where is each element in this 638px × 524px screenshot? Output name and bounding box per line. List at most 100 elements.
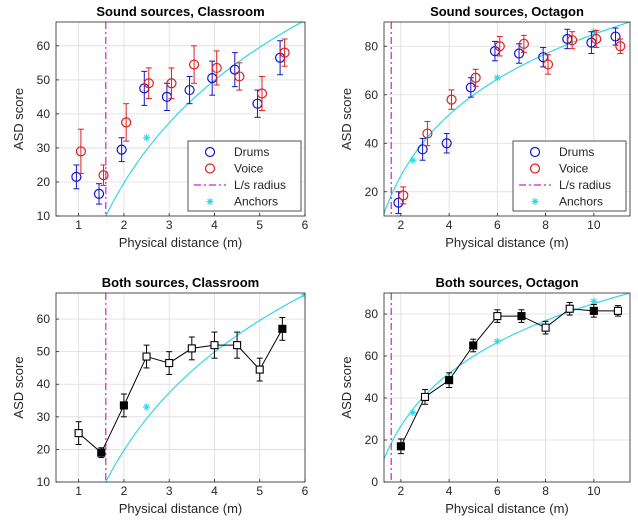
x-tick-label: 1 [75, 484, 82, 498]
data-point [517, 312, 526, 321]
anchor-marker-d2 [590, 298, 597, 305]
data-point [567, 35, 578, 46]
data-point [98, 170, 109, 181]
plot-area [56, 293, 305, 482]
x-tick-label: 4 [446, 484, 453, 498]
data-point [541, 323, 550, 332]
legend-voice-marker [529, 163, 541, 174]
legend-anchor-marker [531, 198, 539, 205]
x-axis-label: Physical distance (m) [119, 501, 243, 516]
anchor-marker-d2 [410, 157, 416, 164]
anchor-marker-d2 [494, 74, 501, 81]
y-tick-label: 10 [37, 475, 51, 489]
chart-title: Both sources, Octagon [435, 275, 578, 290]
data-point [256, 88, 268, 99]
y-tick-label: 80 [365, 307, 379, 321]
chart-panel-4: 2 4 6 8 10 0 20 40 60 80 Both sources, Octagon Phys… [339, 275, 631, 516]
y-axis-label: ASD score [11, 356, 26, 418]
data-point [143, 78, 154, 89]
y-tick-label: 60 [37, 39, 51, 53]
chart-panel-2: 2 4 6 8 10 20 40 60 80 Sound sources, Octagon Phys… [339, 4, 631, 250]
x-tick-label: 4 [211, 484, 218, 498]
data-point [417, 144, 428, 155]
axes-box [55, 292, 306, 483]
x-tick-label: 1 [75, 218, 82, 232]
y-tick-label: 80 [365, 39, 379, 53]
x-tick-label: 6 [494, 484, 501, 498]
x-tick-label: 3 [166, 484, 173, 498]
legend-voice-marker [204, 163, 216, 174]
axes-box [55, 21, 306, 217]
data-point [469, 341, 478, 350]
x-tick-label: 10 [587, 484, 601, 498]
data-point [184, 84, 195, 96]
data-point [97, 448, 106, 457]
anchor-marker [409, 156, 417, 164]
y-tick-label: 40 [37, 107, 51, 121]
y-tick-label: 20 [365, 433, 379, 447]
data-point [116, 144, 127, 155]
data-point [93, 188, 105, 199]
series-both-sources [396, 301, 622, 455]
axes-box [383, 21, 631, 217]
x-tick-label: 2 [121, 218, 128, 232]
legend-box [187, 140, 302, 212]
y-tick-label: 50 [37, 73, 51, 87]
y-tick-label: 0 [371, 475, 378, 489]
data-point [470, 72, 481, 83]
data-point [166, 78, 177, 89]
anchor-marker-d2 [207, 198, 213, 205]
x-tick-label: 3 [166, 218, 173, 232]
series-both-sources [74, 316, 287, 459]
y-tick-label: 50 [37, 345, 51, 359]
chart-title: Sound sources, Classroom [96, 4, 264, 19]
y-tick-label: 20 [365, 185, 379, 199]
series-line [400, 308, 618, 447]
y-tick-label: 60 [37, 312, 51, 326]
legend: Drums Voice L/s radius Anchors [512, 140, 627, 212]
data-point [513, 48, 525, 59]
chart-title: Sound sources, Octagon [430, 4, 584, 19]
legend-label-3: L/s radius [559, 178, 611, 192]
data-point [74, 429, 83, 438]
y-tick-label: 30 [37, 410, 51, 424]
x-tick-label: 4 [211, 218, 218, 232]
plot-content [71, 22, 305, 216]
x-tick-label: 2 [398, 218, 405, 232]
data-point [233, 341, 242, 350]
x-tick-label: 4 [446, 218, 453, 232]
data-point [142, 352, 151, 361]
data-point [615, 41, 626, 52]
data-point [465, 82, 476, 93]
data-point [610, 31, 621, 42]
anchor-marker [493, 337, 501, 345]
data-point [445, 376, 454, 385]
anchor-marker [409, 409, 417, 417]
data-point [211, 62, 222, 74]
anchor-marker-d2 [143, 134, 150, 141]
anchor-marker [143, 134, 151, 142]
data-point [518, 38, 529, 49]
x-tick-label: 5 [256, 484, 263, 498]
chart-panel-3: 1 2 3 4 5 6 10 20 30 40 50 60 Both sources, Classroo… [11, 275, 309, 516]
data-point [441, 138, 452, 149]
data-point [279, 47, 290, 58]
legend-drums-marker [529, 146, 541, 158]
series-voice [75, 38, 290, 186]
data-point [493, 312, 502, 321]
legend-label-3: L/s radius [234, 178, 286, 192]
data-point [398, 190, 409, 201]
x-tick-label: 8 [542, 218, 549, 232]
legend-label-4: Anchors [234, 195, 278, 209]
y-tick-label: 40 [365, 136, 379, 150]
anchor-marker [301, 293, 305, 299]
data-point [71, 171, 82, 182]
series-voice [398, 29, 626, 205]
series-line [78, 328, 283, 454]
y-tick-label: 30 [37, 141, 51, 155]
chart-title: Both sources, Classroom [102, 275, 260, 290]
x-tick-label: 8 [542, 484, 549, 498]
x-tick-label: 2 [121, 484, 128, 498]
y-tick-label: 60 [365, 349, 379, 363]
